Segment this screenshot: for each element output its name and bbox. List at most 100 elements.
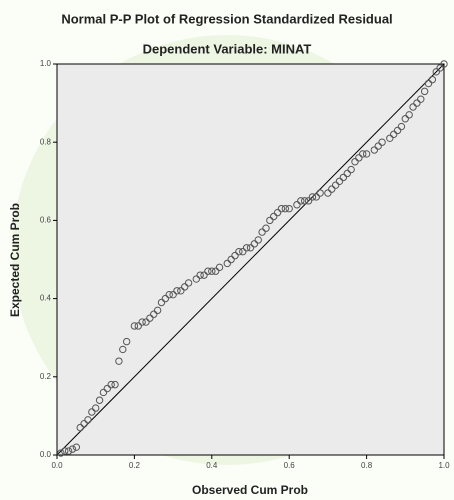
point [420, 87, 429, 96]
y-axis-label: Expected Cum Prob [8, 203, 22, 317]
point [436, 64, 444, 72]
point [64, 447, 73, 455]
point [281, 204, 290, 213]
point [339, 173, 348, 182]
point [417, 95, 425, 103]
point [335, 177, 344, 186]
point [227, 255, 235, 264]
point [393, 126, 402, 135]
point [153, 306, 162, 315]
point [165, 290, 173, 299]
point [211, 267, 220, 275]
point [359, 150, 367, 158]
point [122, 337, 131, 346]
point [200, 271, 208, 279]
point [362, 150, 371, 158]
point [150, 310, 158, 318]
point [169, 290, 177, 299]
y-tick-label: 0.4 [40, 294, 52, 303]
point [312, 193, 320, 201]
point [138, 318, 146, 326]
y-tick-label: 0.2 [40, 372, 52, 381]
point [424, 79, 433, 88]
point [103, 384, 112, 393]
point [208, 267, 216, 275]
y-tick-label: 1.0 [40, 59, 52, 68]
point [386, 134, 394, 142]
point [223, 259, 231, 268]
reference-line [56, 63, 445, 456]
point [347, 165, 355, 174]
point [440, 60, 448, 68]
point [161, 294, 170, 303]
point [80, 420, 88, 428]
chart-title: Normal P-P Plot of Regression Standardiz… [61, 11, 392, 26]
point [177, 287, 185, 295]
point [370, 146, 379, 154]
point [130, 322, 139, 330]
point [76, 423, 84, 432]
point [304, 197, 313, 205]
point [355, 154, 363, 162]
point [184, 279, 193, 287]
point [401, 115, 409, 123]
point [157, 298, 166, 307]
point [331, 181, 340, 189]
point [258, 228, 266, 236]
point [351, 158, 359, 166]
point [192, 275, 201, 283]
x-tick-label: 0.0 [51, 461, 63, 470]
y-tick-label: 0.6 [40, 216, 52, 225]
point [428, 75, 437, 84]
point [134, 322, 142, 330]
x-tick-label: 0.8 [361, 461, 373, 470]
point [204, 267, 212, 275]
point [254, 236, 262, 244]
point [95, 396, 104, 404]
point [308, 193, 317, 201]
point [72, 443, 81, 451]
point [181, 283, 189, 291]
point [92, 404, 100, 412]
point [88, 408, 96, 416]
point [84, 416, 92, 424]
point [115, 357, 123, 365]
x-tick-label: 0.4 [206, 461, 218, 470]
point [277, 204, 286, 213]
point [246, 244, 255, 252]
point [316, 189, 324, 197]
point [146, 314, 154, 322]
x-axis-label: Observed Cum Prob [192, 483, 308, 497]
point [173, 287, 181, 295]
point [293, 201, 301, 209]
point [374, 142, 382, 150]
point [300, 197, 309, 205]
x-tick-label: 0.2 [129, 461, 141, 470]
point [99, 388, 108, 397]
point [57, 449, 65, 457]
point [242, 244, 251, 252]
point [324, 189, 332, 197]
point [297, 197, 305, 205]
point [142, 318, 150, 326]
point [328, 185, 336, 193]
point [61, 447, 69, 455]
point [215, 263, 224, 272]
point [378, 138, 386, 146]
point [111, 380, 119, 389]
point [409, 103, 417, 111]
point [196, 271, 204, 279]
x-tick-label: 1.0 [438, 461, 450, 470]
y-tick-label: 0.0 [40, 450, 52, 459]
point [235, 247, 243, 256]
point [250, 240, 259, 248]
point [273, 208, 282, 217]
point [266, 216, 274, 225]
point [343, 169, 351, 178]
point [397, 122, 406, 131]
chart-subtitle: Dependent Variable: MINAT [143, 41, 312, 56]
point [405, 111, 413, 119]
point [231, 251, 239, 260]
point [68, 445, 77, 453]
